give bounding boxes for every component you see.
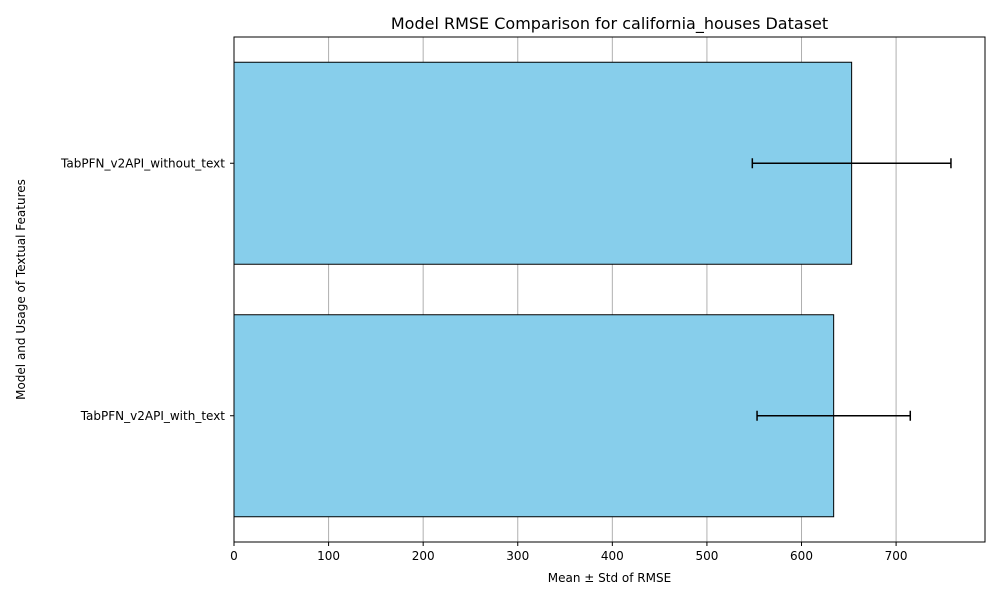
x-tick-label: 0	[230, 549, 238, 563]
plot-frame	[233, 36, 986, 543]
x-axis-label: Mean ± Std of RMSE	[548, 571, 671, 585]
y-tick-label: TabPFN_v2API_with_text	[80, 409, 226, 423]
x-tick-label: 500	[695, 549, 718, 563]
y-axis-label: Model and Usage of Textual Features	[14, 179, 28, 400]
y-ticks: TabPFN_v2API_with_text TabPFN_v2API_witho…	[60, 156, 234, 423]
x-tick-label: 600	[790, 549, 813, 563]
x-ticks: 0 100 200 300 400 500 600 700	[230, 542, 908, 563]
x-tick-label: 700	[885, 549, 908, 563]
y-tick-label: TabPFN_v2API_without_text	[60, 156, 225, 170]
error-bars	[751, 158, 952, 421]
x-tick-label: 300	[506, 549, 529, 563]
x-tick-label: 400	[601, 549, 624, 563]
x-tick-label: 200	[412, 549, 435, 563]
bars	[233, 61, 853, 518]
chart-title: Model RMSE Comparison for california_hou…	[391, 14, 828, 34]
bar	[233, 314, 835, 518]
x-tick-label: 100	[317, 549, 340, 563]
